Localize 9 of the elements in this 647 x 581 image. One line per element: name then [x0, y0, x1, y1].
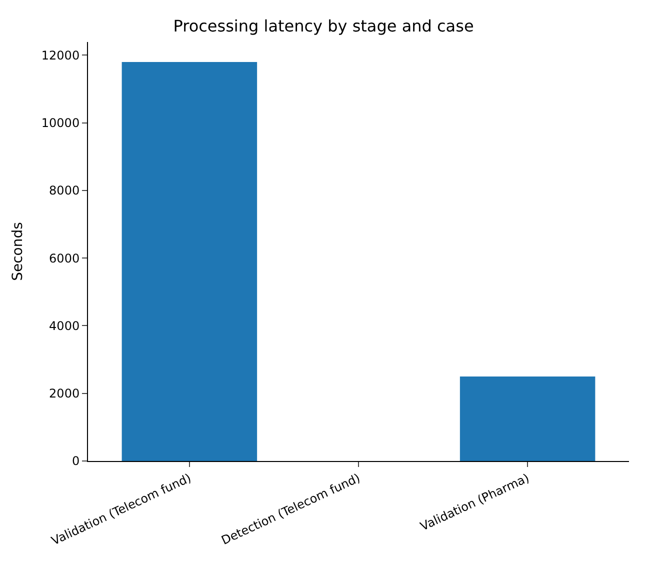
- y-tick-label: 2000: [49, 386, 80, 401]
- y-tick-label: 4000: [49, 318, 80, 333]
- y-tick-label: 0: [72, 454, 80, 468]
- y-axis-title: Seconds: [10, 222, 26, 281]
- y-tick-label: 10000: [41, 116, 80, 130]
- chart-title: Processing latency by stage and case: [173, 16, 474, 36]
- y-tick-label: 8000: [49, 184, 80, 198]
- y-tick-label: 6000: [49, 251, 80, 266]
- y-tick-label: 12000: [41, 48, 80, 62]
